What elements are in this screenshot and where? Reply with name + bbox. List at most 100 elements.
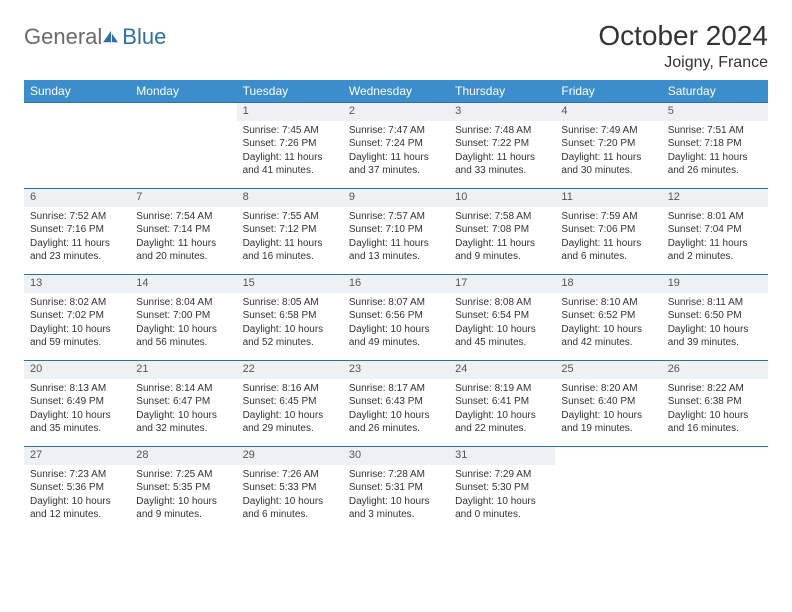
- sunset-text: Sunset: 6:52 PM: [561, 309, 655, 323]
- calendar-table: Sunday Monday Tuesday Wednesday Thursday…: [24, 80, 768, 533]
- day-number-cell: 20: [24, 361, 130, 379]
- day-number-cell: 16: [343, 275, 449, 293]
- sunset-text: Sunset: 7:16 PM: [30, 223, 124, 237]
- sunset-text: Sunset: 7:24 PM: [349, 137, 443, 151]
- day-number-cell: 15: [237, 275, 343, 293]
- sunrise-text: Sunrise: 7:57 AM: [349, 210, 443, 224]
- sunset-text: Sunset: 7:22 PM: [455, 137, 549, 151]
- day-body-row: Sunrise: 8:02 AMSunset: 7:02 PMDaylight:…: [24, 293, 768, 361]
- sunrise-text: Sunrise: 8:17 AM: [349, 382, 443, 396]
- daylight-text: Daylight: 11 hours and 6 minutes.: [561, 237, 655, 264]
- day-body-cell: Sunrise: 7:59 AMSunset: 7:06 PMDaylight:…: [555, 207, 661, 275]
- daylight-text: Daylight: 10 hours and 59 minutes.: [30, 323, 124, 350]
- sunrise-text: Sunrise: 8:16 AM: [243, 382, 337, 396]
- sunset-text: Sunset: 5:30 PM: [455, 481, 549, 495]
- sunrise-text: Sunrise: 7:25 AM: [136, 468, 230, 482]
- daylight-text: Daylight: 10 hours and 29 minutes.: [243, 409, 337, 436]
- daylight-text: Daylight: 11 hours and 30 minutes.: [561, 151, 655, 178]
- day-number-cell: 13: [24, 275, 130, 293]
- sunset-text: Sunset: 6:56 PM: [349, 309, 443, 323]
- day-number-cell: 8: [237, 189, 343, 207]
- day-number-cell: 14: [130, 275, 236, 293]
- calendar-body: 12345Sunrise: 7:45 AMSunset: 7:26 PMDayl…: [24, 103, 768, 533]
- day-number-cell: 30: [343, 447, 449, 465]
- sunset-text: Sunset: 7:00 PM: [136, 309, 230, 323]
- logo-sail-icon: [102, 30, 120, 44]
- sunset-text: Sunset: 5:35 PM: [136, 481, 230, 495]
- logo: General Blue: [24, 24, 166, 50]
- day-number-row: 20212223242526: [24, 361, 768, 379]
- day-body-row: Sunrise: 7:52 AMSunset: 7:16 PMDaylight:…: [24, 207, 768, 275]
- day-number-cell: 21: [130, 361, 236, 379]
- month-title: October 2024: [598, 20, 768, 52]
- day-body-cell: Sunrise: 7:25 AMSunset: 5:35 PMDaylight:…: [130, 465, 236, 533]
- sunrise-text: Sunrise: 8:13 AM: [30, 382, 124, 396]
- weekday-header: Tuesday: [237, 80, 343, 103]
- day-body-cell: Sunrise: 7:23 AMSunset: 5:36 PMDaylight:…: [24, 465, 130, 533]
- daylight-text: Daylight: 10 hours and 39 minutes.: [668, 323, 762, 350]
- day-number-cell: 17: [449, 275, 555, 293]
- day-number-cell: 26: [662, 361, 768, 379]
- sunset-text: Sunset: 6:43 PM: [349, 395, 443, 409]
- sunrise-text: Sunrise: 7:49 AM: [561, 124, 655, 138]
- daylight-text: Daylight: 10 hours and 9 minutes.: [136, 495, 230, 522]
- sunset-text: Sunset: 7:10 PM: [349, 223, 443, 237]
- day-body-cell: Sunrise: 7:54 AMSunset: 7:14 PMDaylight:…: [130, 207, 236, 275]
- day-number-cell: 6: [24, 189, 130, 207]
- daylight-text: Daylight: 10 hours and 12 minutes.: [30, 495, 124, 522]
- sunset-text: Sunset: 5:33 PM: [243, 481, 337, 495]
- day-body-cell: Sunrise: 8:11 AMSunset: 6:50 PMDaylight:…: [662, 293, 768, 361]
- daylight-text: Daylight: 10 hours and 19 minutes.: [561, 409, 655, 436]
- sunrise-text: Sunrise: 8:08 AM: [455, 296, 549, 310]
- day-body-cell: [555, 465, 661, 533]
- day-number-row: 12345: [24, 103, 768, 121]
- sunset-text: Sunset: 6:58 PM: [243, 309, 337, 323]
- sunrise-text: Sunrise: 8:04 AM: [136, 296, 230, 310]
- day-body-cell: Sunrise: 8:10 AMSunset: 6:52 PMDaylight:…: [555, 293, 661, 361]
- daylight-text: Daylight: 10 hours and 49 minutes.: [349, 323, 443, 350]
- daylight-text: Daylight: 10 hours and 16 minutes.: [668, 409, 762, 436]
- sunset-text: Sunset: 6:38 PM: [668, 395, 762, 409]
- day-number-cell: 10: [449, 189, 555, 207]
- daylight-text: Daylight: 10 hours and 56 minutes.: [136, 323, 230, 350]
- day-body-cell: Sunrise: 8:04 AMSunset: 7:00 PMDaylight:…: [130, 293, 236, 361]
- sunrise-text: Sunrise: 8:05 AM: [243, 296, 337, 310]
- day-number-cell: 23: [343, 361, 449, 379]
- daylight-text: Daylight: 10 hours and 22 minutes.: [455, 409, 549, 436]
- day-number-cell: 27: [24, 447, 130, 465]
- sunset-text: Sunset: 7:14 PM: [136, 223, 230, 237]
- day-number-cell: 22: [237, 361, 343, 379]
- sunset-text: Sunset: 6:49 PM: [30, 395, 124, 409]
- day-body-cell: Sunrise: 8:14 AMSunset: 6:47 PMDaylight:…: [130, 379, 236, 447]
- day-body-cell: Sunrise: 7:45 AMSunset: 7:26 PMDaylight:…: [237, 121, 343, 189]
- daylight-text: Daylight: 11 hours and 9 minutes.: [455, 237, 549, 264]
- sunset-text: Sunset: 7:06 PM: [561, 223, 655, 237]
- day-body-cell: Sunrise: 8:13 AMSunset: 6:49 PMDaylight:…: [24, 379, 130, 447]
- sunrise-text: Sunrise: 8:14 AM: [136, 382, 230, 396]
- weekday-header: Friday: [555, 80, 661, 103]
- day-number-cell: [555, 447, 661, 465]
- day-number-cell: 31: [449, 447, 555, 465]
- day-number-cell: 9: [343, 189, 449, 207]
- sunrise-text: Sunrise: 8:11 AM: [668, 296, 762, 310]
- sunset-text: Sunset: 6:54 PM: [455, 309, 549, 323]
- daylight-text: Daylight: 10 hours and 35 minutes.: [30, 409, 124, 436]
- day-number-cell: 2: [343, 103, 449, 121]
- daylight-text: Daylight: 10 hours and 0 minutes.: [455, 495, 549, 522]
- day-body-cell: Sunrise: 7:58 AMSunset: 7:08 PMDaylight:…: [449, 207, 555, 275]
- sunrise-text: Sunrise: 7:59 AM: [561, 210, 655, 224]
- day-body-cell: Sunrise: 8:02 AMSunset: 7:02 PMDaylight:…: [24, 293, 130, 361]
- day-body-cell: Sunrise: 8:19 AMSunset: 6:41 PMDaylight:…: [449, 379, 555, 447]
- day-number-cell: 18: [555, 275, 661, 293]
- day-body-cell: Sunrise: 8:16 AMSunset: 6:45 PMDaylight:…: [237, 379, 343, 447]
- day-body-cell: Sunrise: 7:29 AMSunset: 5:30 PMDaylight:…: [449, 465, 555, 533]
- daylight-text: Daylight: 10 hours and 52 minutes.: [243, 323, 337, 350]
- sunrise-text: Sunrise: 7:28 AM: [349, 468, 443, 482]
- day-body-row: Sunrise: 7:23 AMSunset: 5:36 PMDaylight:…: [24, 465, 768, 533]
- sunrise-text: Sunrise: 7:45 AM: [243, 124, 337, 138]
- day-number-cell: 19: [662, 275, 768, 293]
- sunrise-text: Sunrise: 8:02 AM: [30, 296, 124, 310]
- day-number-cell: 1: [237, 103, 343, 121]
- day-body-cell: Sunrise: 7:48 AMSunset: 7:22 PMDaylight:…: [449, 121, 555, 189]
- day-body-cell: Sunrise: 8:07 AMSunset: 6:56 PMDaylight:…: [343, 293, 449, 361]
